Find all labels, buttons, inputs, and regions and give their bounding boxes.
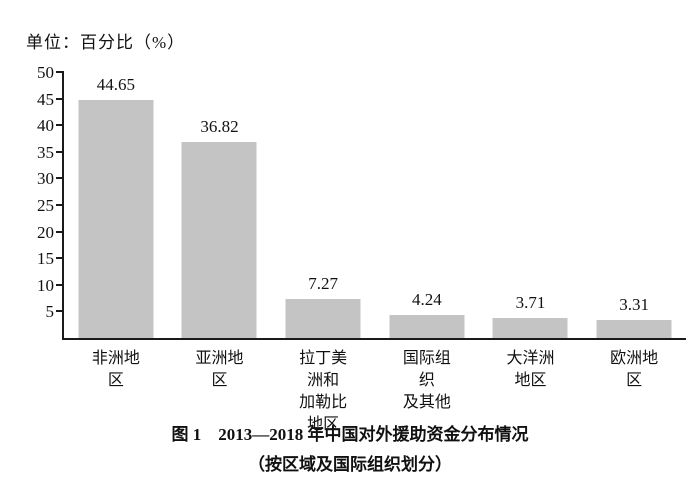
bar [389, 315, 465, 338]
bar [596, 320, 672, 338]
y-tick-mark [56, 124, 64, 127]
bar-slot: 36.82 亚洲地区 [168, 72, 272, 389]
figure-caption: 图 1 2013—2018 年中国对外援助资金分布情况 （按区域及国际组织划分） [0, 420, 700, 480]
y-tick-label: 15 [37, 249, 54, 269]
bar-value-label: 3.31 [619, 295, 650, 315]
x-category-label: 国际组织 及其他 [402, 350, 451, 411]
y-tick-mark [56, 204, 64, 206]
y-tick-label: 10 [37, 275, 54, 295]
x-category-label: 亚洲地区 [195, 350, 244, 389]
plot-area: 5 10 15 20 25 30 35 40 45 50 44.65 非洲地区 36.82 亚洲地区 7.2… [37, 64, 686, 433]
bar-slot: 3.31 欧洲地区 [582, 72, 686, 389]
bar-value-label: 4.24 [411, 290, 442, 310]
y-tick-label: 25 [37, 196, 54, 215]
bar [492, 318, 568, 338]
bar-value-label: 44.65 [96, 75, 135, 95]
bar [285, 299, 361, 338]
caption-line-1: 图 1 2013—2018 年中国对外援助资金分布情况 [171, 425, 529, 444]
caption-line-2: （按区域及国际组织划分） [248, 455, 452, 474]
x-category-label: 非洲地区 [91, 350, 140, 389]
y-tick-mark [56, 283, 64, 286]
y-tick-mark [56, 177, 64, 180]
y-tick-label: 20 [37, 222, 54, 242]
bar [78, 100, 154, 338]
y-tick-mark [56, 257, 64, 260]
bar-value-label: 3.71 [515, 293, 546, 313]
y-tick-mark [56, 230, 64, 233]
bar-slot: 4.24 国际组织 及其他 [375, 72, 479, 411]
bar-slot: 44.65 非洲地区 [64, 72, 168, 389]
y-tick-label: 30 [37, 169, 54, 189]
y-tick-mark [56, 310, 64, 313]
bar-value-label: 36.82 [200, 117, 239, 137]
bar-value-label: 7.27 [308, 274, 339, 294]
y-tick-mark [56, 150, 64, 153]
bar-slot: 7.27 拉丁美洲和 加勒比地区 [271, 72, 375, 433]
y-tick-mark [56, 71, 64, 73]
y-tick-label: 35 [37, 142, 54, 162]
y-tick-label: 40 [37, 116, 54, 136]
y-tick-label: 5 [45, 302, 55, 322]
y-tick-mark [56, 97, 64, 100]
bar [181, 142, 257, 338]
x-category-label: 欧洲地区 [610, 350, 659, 389]
y-tick-label: 45 [37, 89, 54, 109]
bar-slot: 3.71 大洋洲地区 [479, 72, 583, 389]
x-category-label: 拉丁美洲和 加勒比地区 [299, 350, 348, 433]
x-category-label: 大洋洲地区 [506, 350, 555, 389]
y-axis-unit-label: 单位：百分比（%） [26, 33, 186, 52]
y-tick-label: 50 [37, 63, 54, 82]
